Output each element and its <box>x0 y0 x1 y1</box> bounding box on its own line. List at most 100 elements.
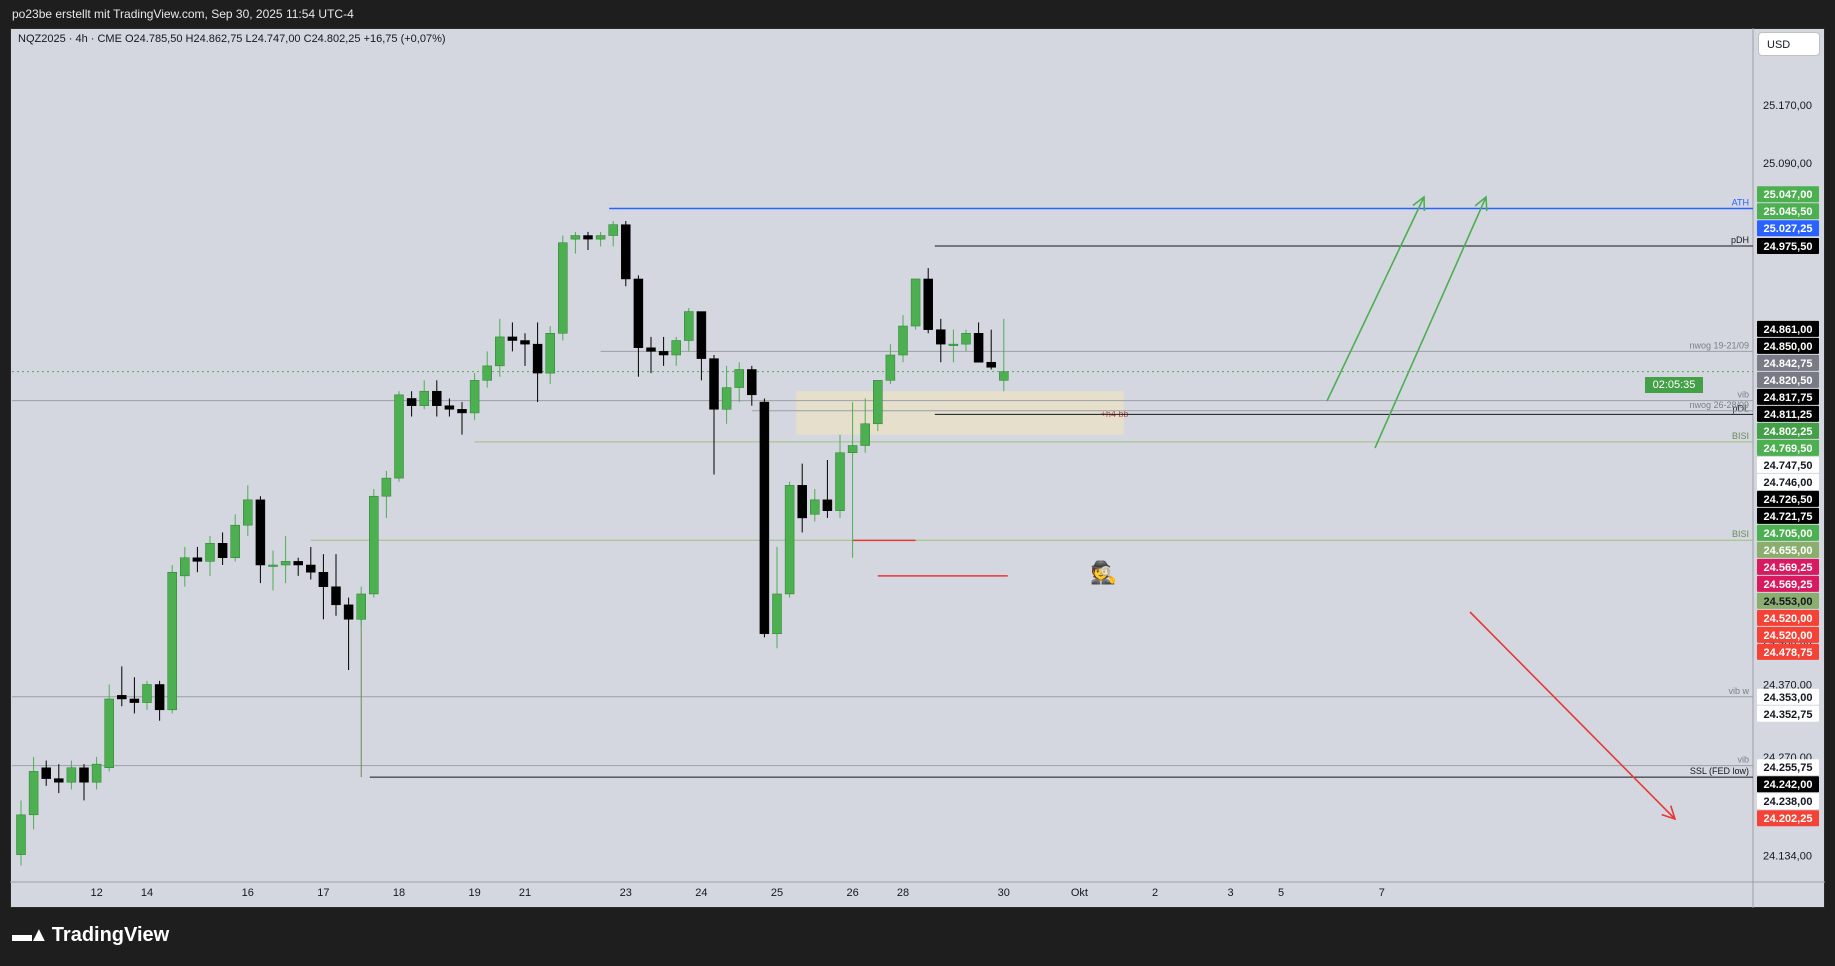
price-label-text: 24.817,75 <box>1764 392 1813 404</box>
candle-body[interactable] <box>230 524 240 559</box>
candle-body[interactable] <box>318 571 329 587</box>
currency-button[interactable]: USD <box>1758 32 1820 56</box>
candle-body[interactable] <box>41 767 51 779</box>
candle-body[interactable] <box>507 336 518 341</box>
candle-body[interactable] <box>873 380 883 425</box>
candle-body[interactable] <box>910 278 921 327</box>
candle-body[interactable] <box>192 557 203 562</box>
candle-body[interactable] <box>457 409 467 414</box>
candle-body[interactable] <box>255 499 266 566</box>
candle-body[interactable] <box>54 778 64 783</box>
candle-body[interactable] <box>759 401 770 635</box>
candle-body[interactable] <box>280 561 291 566</box>
tradingview-logo[interactable]: ▬▲ TradingView <box>12 924 169 947</box>
price-label-box <box>1757 541 1819 558</box>
candle-body[interactable] <box>810 499 820 515</box>
candle-body[interactable] <box>482 365 492 381</box>
candle-body[interactable] <box>293 561 303 566</box>
candle-body[interactable] <box>520 340 530 345</box>
price-label-text: 24.520,00 <box>1764 630 1813 642</box>
candle-body[interactable] <box>205 543 215 562</box>
candle-body[interactable] <box>684 311 694 341</box>
candle-body[interactable] <box>898 325 908 356</box>
candle-body[interactable] <box>633 278 644 349</box>
candle-body[interactable] <box>608 224 618 236</box>
time-tick-label: 23 <box>620 887 632 899</box>
candle-body[interactable] <box>696 311 707 359</box>
candle-body[interactable] <box>532 343 543 374</box>
candle-body[interactable] <box>545 333 555 374</box>
candle-body[interactable] <box>847 445 858 454</box>
candle-body[interactable] <box>495 336 505 367</box>
time-tick-label: 7 <box>1379 887 1385 899</box>
candle-body[interactable] <box>822 499 833 511</box>
candle-body[interactable] <box>16 814 26 855</box>
candle-body[interactable] <box>268 564 278 567</box>
candle-body[interactable] <box>709 358 719 410</box>
candle-body[interactable] <box>797 485 807 519</box>
candle-body[interactable] <box>570 235 581 240</box>
candle-body[interactable] <box>91 763 102 783</box>
candle-body[interactable] <box>243 499 253 526</box>
candle-body[interactable] <box>860 423 870 446</box>
candle-body[interactable] <box>406 398 417 406</box>
candle-body[interactable] <box>217 543 228 559</box>
candle-body[interactable] <box>784 485 795 595</box>
candle-body[interactable] <box>923 278 933 330</box>
candle-body[interactable] <box>747 369 757 396</box>
candle-body[interactable] <box>104 698 114 769</box>
candle-body[interactable] <box>658 351 669 356</box>
candle-body[interactable] <box>671 340 681 356</box>
candle-body[interactable] <box>167 571 177 711</box>
candle-body[interactable] <box>432 390 442 406</box>
price-label-box <box>1757 810 1819 827</box>
candle-body[interactable] <box>142 684 152 703</box>
price-label-text: 24.655,00 <box>1764 545 1813 557</box>
candle-body[interactable] <box>381 477 392 497</box>
candle-body[interactable] <box>583 235 593 240</box>
candle-body[interactable] <box>721 387 732 410</box>
candle-body[interactable] <box>306 564 316 573</box>
candle-body[interactable] <box>772 593 782 635</box>
candle-body[interactable] <box>558 242 568 334</box>
candle-body[interactable] <box>936 329 946 345</box>
candle-body[interactable] <box>419 390 429 406</box>
candle-body[interactable] <box>394 394 404 479</box>
candle-body[interactable] <box>28 771 39 816</box>
candle-body[interactable] <box>154 684 165 711</box>
candle-body[interactable] <box>595 235 606 240</box>
candle-body[interactable] <box>948 343 959 346</box>
candle-body[interactable] <box>469 380 480 414</box>
candle-body[interactable] <box>180 557 190 577</box>
candle-body[interactable] <box>129 698 140 703</box>
price-label-text: 24.353,00 <box>1764 692 1813 704</box>
candle-body[interactable] <box>885 354 896 381</box>
candle-body[interactable] <box>356 593 366 620</box>
candle-body[interactable] <box>331 586 341 606</box>
price-tick-label: 25.090,00 <box>1763 158 1812 170</box>
price-label-text: 24.569,25 <box>1764 579 1813 591</box>
price-label-text: 24.478,75 <box>1764 647 1813 659</box>
candle-body[interactable] <box>621 224 631 280</box>
candle-body[interactable] <box>986 361 996 368</box>
time-tick-label: 5 <box>1278 887 1284 899</box>
candle-body[interactable] <box>835 452 845 511</box>
candle-body[interactable] <box>66 767 77 783</box>
time-tick-label: 30 <box>998 887 1010 899</box>
candle-body[interactable] <box>646 347 656 352</box>
candle-body[interactable] <box>734 369 744 388</box>
green-arrow-head <box>1474 195 1488 212</box>
candle-body[interactable] <box>369 495 379 595</box>
red-arrow-head <box>1661 805 1677 821</box>
candle-body[interactable] <box>117 695 127 700</box>
legend-high: H24.862,75 <box>185 33 243 45</box>
candle-body[interactable] <box>444 405 455 410</box>
candle-body[interactable] <box>973 333 984 363</box>
candle-body[interactable] <box>961 333 971 345</box>
level-label: pDL <box>1732 403 1749 413</box>
candle-body[interactable] <box>79 767 89 783</box>
time-tick-label: 2 <box>1152 887 1158 899</box>
candle-body[interactable] <box>999 371 1009 381</box>
candle-body[interactable] <box>343 604 354 620</box>
